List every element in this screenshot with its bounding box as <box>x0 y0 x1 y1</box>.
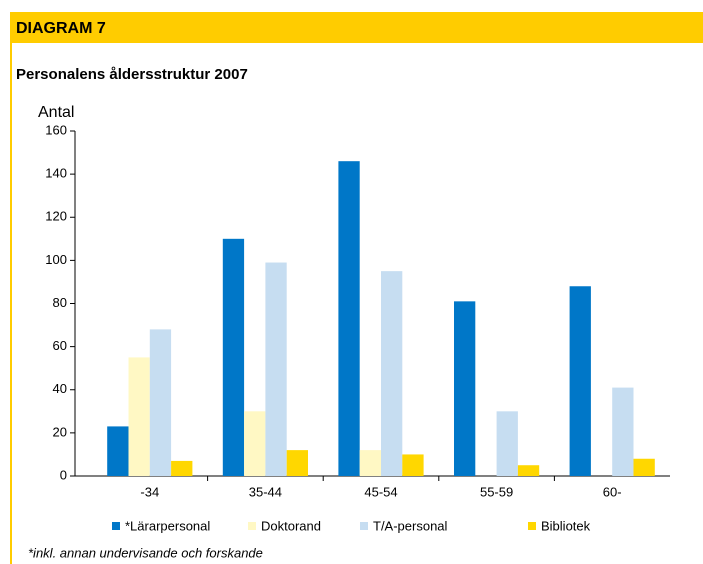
bar <box>171 460 193 476</box>
bar <box>612 387 634 476</box>
legend-label: *Lärarpersonal <box>125 518 210 533</box>
bar <box>402 454 424 476</box>
bar <box>222 238 245 476</box>
x-tick-label: 55-59 <box>480 484 513 499</box>
footnote: *inkl. annan undervisande och forskande <box>28 545 263 560</box>
legend-swatch <box>360 522 368 530</box>
y-tick-label: 0 <box>60 467 67 482</box>
y-tick-label: 100 <box>45 252 67 267</box>
legend-label: T/A-personal <box>373 518 448 533</box>
bar <box>381 271 403 476</box>
y-tick-label: 80 <box>53 295 67 310</box>
legend-label: Doktorand <box>261 518 321 533</box>
bar <box>244 411 266 476</box>
header-band <box>10 12 703 43</box>
bar <box>338 161 360 476</box>
legend-label: Bibliotek <box>541 518 591 533</box>
y-tick-label: 60 <box>53 338 67 353</box>
chart-title: Personalens åldersstruktur 2007 <box>16 66 248 83</box>
y-tick-label: 40 <box>53 381 67 396</box>
bar <box>454 301 476 476</box>
legend-swatch <box>112 522 120 530</box>
x-tick-label: 60- <box>603 484 622 499</box>
legend-swatch <box>248 522 256 530</box>
x-tick-label: 35-44 <box>249 484 282 499</box>
y-tick-label: 20 <box>53 424 67 439</box>
bar <box>517 465 540 476</box>
y-tick-label: 140 <box>45 166 67 181</box>
y-tick-label: 160 <box>45 122 67 137</box>
y-axis-label: Antal <box>38 104 74 121</box>
left-border <box>10 43 12 564</box>
bar <box>128 357 150 476</box>
bar <box>265 262 287 476</box>
y-tick-label: 120 <box>45 209 67 224</box>
x-tick-label: -34 <box>140 484 159 499</box>
legend-swatch <box>528 522 536 530</box>
bar <box>496 411 518 476</box>
x-tick-label: 45-54 <box>364 484 397 499</box>
bar <box>149 329 172 476</box>
bar <box>286 450 308 476</box>
bar <box>359 450 381 476</box>
header: DIAGRAM 7 <box>16 20 106 37</box>
bar <box>633 458 655 476</box>
bar <box>569 286 591 476</box>
bar <box>107 426 129 476</box>
